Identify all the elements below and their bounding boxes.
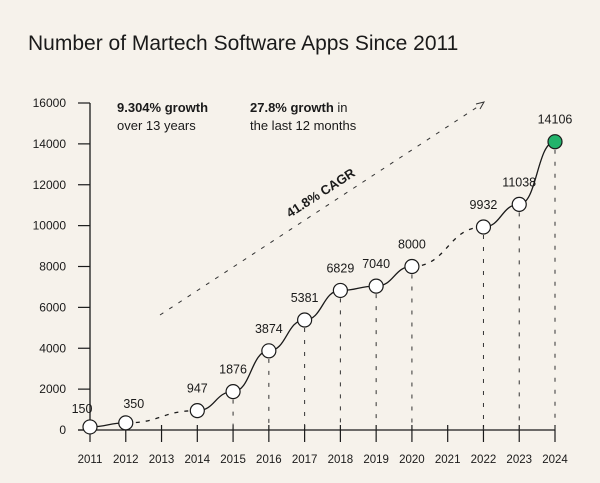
data-point <box>332 282 348 299</box>
data-point <box>404 258 420 275</box>
x-tick-label: 2024 <box>542 454 568 466</box>
data-point <box>475 219 492 235</box>
line-segment <box>519 141 556 206</box>
data-point <box>118 415 134 431</box>
y-tick-label: 12000 <box>33 178 67 192</box>
cagr-trend-arrow <box>159 103 483 316</box>
data-point <box>82 419 98 435</box>
data-point <box>368 278 384 294</box>
y-tick-label: 14000 <box>33 137 67 151</box>
x-tick-label: 2022 <box>471 454 497 466</box>
x-tick-label: 2019 <box>363 454 389 466</box>
annotation-total-growth: 9.304% growth <box>117 100 208 115</box>
x-tick-label: 2020 <box>399 454 425 466</box>
data-point <box>189 403 205 419</box>
chart-title: Number of Martech Software Apps Since 20… <box>28 32 458 55</box>
dashed-segment <box>125 409 198 424</box>
data-point <box>261 343 277 359</box>
y-tick-label: 16000 <box>33 96 67 110</box>
x-tick-label: 2014 <box>185 454 211 466</box>
data-label: 947 <box>187 382 208 396</box>
x-tick-label: 2018 <box>328 454 354 466</box>
y-tick-label: 2000 <box>39 382 66 396</box>
data-label: 150 <box>72 402 93 416</box>
y-tick-label: 8000 <box>39 260 66 274</box>
y-tick-label: 10000 <box>33 219 67 233</box>
data-point <box>511 196 527 213</box>
data-label: 11038 <box>502 175 536 189</box>
data-label: 14106 <box>538 113 573 127</box>
data-label: 6829 <box>326 261 354 275</box>
x-tick-label: 2017 <box>292 454 318 466</box>
data-label: 350 <box>123 397 144 411</box>
x-tick-label: 2015 <box>220 454 246 466</box>
data-label: 3874 <box>255 322 283 336</box>
y-tick-label: 4000 <box>39 341 66 355</box>
y-tick-label: 6000 <box>39 300 66 314</box>
annotation-total-growth-sub: over 13 years <box>117 118 196 133</box>
x-tick-label: 2021 <box>435 454 461 466</box>
data-label: 5381 <box>291 291 319 305</box>
data-point <box>297 312 313 328</box>
highlight-point <box>547 134 563 150</box>
data-label: 9932 <box>470 198 498 212</box>
annotation-recent-growth-sub: the last 12 months <box>250 118 357 133</box>
data-label: 8000 <box>398 238 426 252</box>
x-tick-label: 2012 <box>113 454 139 466</box>
annotation-recent-growth: 27.8% growth in <box>250 100 348 115</box>
data-label: 1876 <box>219 363 247 377</box>
x-tick-label: 2013 <box>149 454 175 466</box>
data-point <box>225 384 241 400</box>
cagr-arrowhead-icon <box>475 101 486 110</box>
x-tick-label: 2023 <box>506 454 532 466</box>
x-tick-label: 2011 <box>78 454 103 466</box>
x-tick-label: 2016 <box>256 454 282 466</box>
dashed-segment <box>411 226 484 268</box>
y-tick-label: 0 <box>59 423 66 437</box>
data-label: 7040 <box>362 257 390 271</box>
